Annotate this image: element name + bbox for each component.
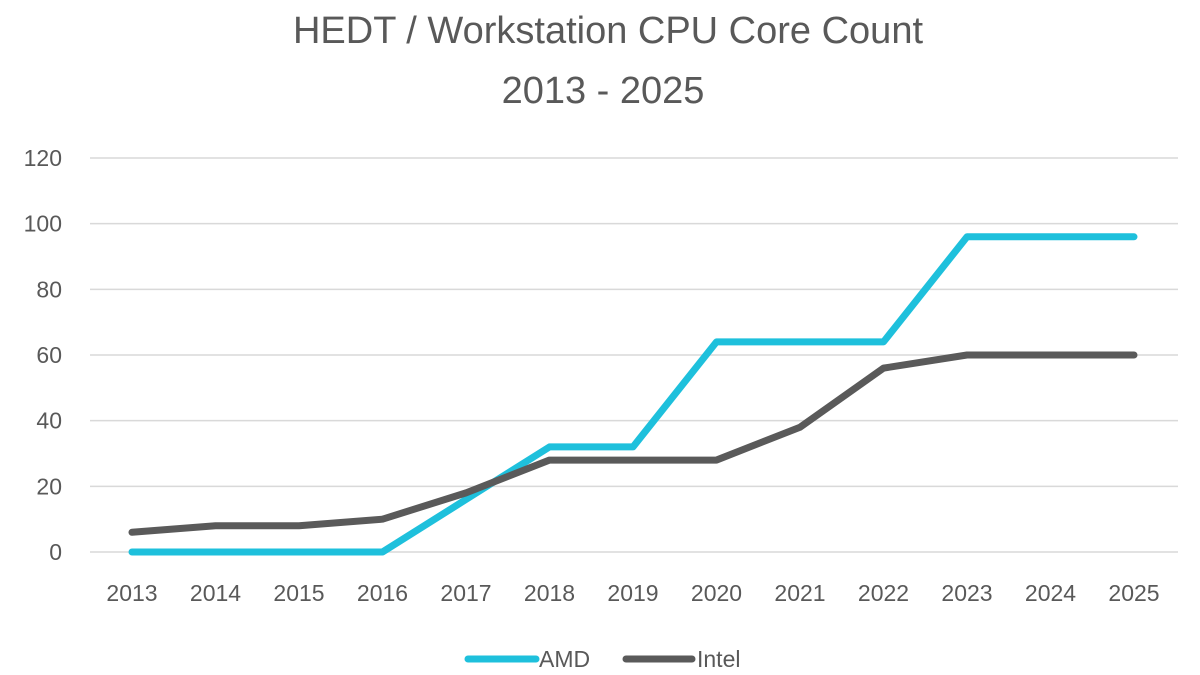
y-tick-label: 120	[24, 145, 62, 171]
x-tick-label: 2023	[941, 580, 992, 606]
x-tick-label: 2025	[1108, 580, 1159, 606]
x-tick-label: 2018	[524, 580, 575, 606]
x-tick-label: 2013	[106, 580, 157, 606]
legend-label-amd: AMD	[539, 646, 590, 672]
legend: AMD Intel	[464, 646, 740, 672]
chart-title: HEDT / Workstation CPU Core Count	[293, 10, 923, 52]
y-tick-label: 0	[49, 539, 62, 565]
x-tick-label: 2015	[273, 580, 324, 606]
y-tick-label: 80	[36, 276, 62, 302]
x-tick-label: 2021	[774, 580, 825, 606]
y-tick-label: 100	[24, 211, 62, 237]
x-tick-label: 2014	[190, 580, 241, 606]
y-tick-label: 20	[36, 473, 62, 499]
x-tick-label: 2017	[440, 580, 491, 606]
x-tick-label: 2022	[858, 580, 909, 606]
series-line-intel	[128, 351, 1138, 536]
series-line-amd	[128, 233, 1138, 556]
x-tick-label: 2016	[357, 580, 408, 606]
chart-subtitle: 2013 - 2025	[502, 70, 705, 112]
x-tick-label: 2019	[607, 580, 658, 606]
legend-label-intel: Intel	[697, 646, 740, 672]
y-tick-label: 60	[36, 342, 62, 368]
x-axis-ticks: 2013 2014 2015 2016 2017 2018 2019 2020 2021 2022…	[106, 580, 1159, 606]
y-axis-ticks: 0 20 40 60 80 100 120	[24, 145, 62, 565]
x-tick-label: 2024	[1025, 580, 1076, 606]
y-tick-label: 40	[36, 408, 62, 434]
series-lines	[128, 233, 1138, 556]
x-tick-label: 2020	[691, 580, 742, 606]
gridlines	[90, 157, 1178, 553]
